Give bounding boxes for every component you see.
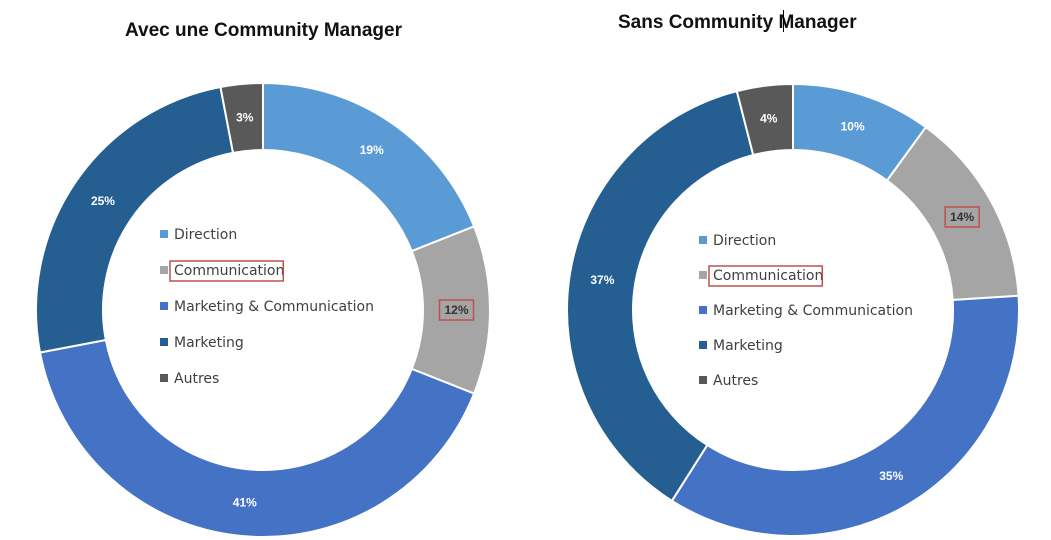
legend-item-autres: Autres	[174, 371, 219, 387]
slice-marketing-and-communication	[670, 294, 1020, 537]
legend-item-marketing-and-communication: Marketing & Communication	[713, 303, 913, 319]
legend-item-marketing: Marketing	[174, 335, 244, 351]
text-cursor	[783, 10, 784, 32]
highlight-box	[438, 299, 475, 321]
slice-label-direction: 10%	[841, 119, 865, 133]
slice-marketing	[35, 85, 235, 354]
legend-swatch-marketing-and-communication	[699, 306, 707, 314]
slice-label-communication: 12%	[444, 303, 468, 317]
legend-highlight-box	[169, 260, 285, 282]
slice-label-communication: 14%	[950, 210, 974, 224]
highlight-box	[944, 206, 980, 228]
legend-item-direction: Direction	[174, 227, 237, 243]
slice-autres	[735, 82, 794, 157]
legend-swatch-direction	[699, 236, 707, 244]
slice-label-marketing: 37%	[590, 273, 614, 287]
slice-marketing	[566, 89, 755, 503]
legend-swatch-autres	[699, 376, 707, 384]
legend-swatch-marketing-and-communication	[160, 302, 168, 310]
legend-swatch-communication	[160, 266, 168, 274]
slice-label-marketing-and-communication: 35%	[879, 469, 903, 483]
legend-swatch-autres	[160, 374, 168, 382]
slice-label-marketing-and-communication: 41%	[233, 496, 257, 510]
slice-label-autres: 3%	[236, 110, 254, 124]
slice-label-direction: 19%	[360, 143, 384, 157]
legend-swatch-communication	[699, 271, 707, 279]
slice-marketing-and-communication	[38, 338, 476, 538]
chart-title-right: Sans Community Manager	[618, 12, 857, 33]
legend-swatch-direction	[160, 230, 168, 238]
legend-item-autres: Autres	[713, 373, 758, 389]
slice-autres	[219, 81, 264, 155]
legend-item-marketing: Marketing	[713, 338, 783, 354]
legend-item-direction: Direction	[713, 233, 776, 249]
slice-label-autres: 4%	[760, 112, 778, 126]
legend-item-marketing-and-communication: Marketing & Communication	[174, 299, 374, 315]
legend-swatch-marketing	[699, 341, 707, 349]
legend-item-communication: Communication	[713, 268, 823, 284]
slice-label-marketing: 25%	[91, 194, 115, 208]
legend-item-communication: Communication	[174, 263, 284, 279]
chart-title-left: Avec une Community Manager	[125, 20, 402, 41]
legend-swatch-marketing	[160, 338, 168, 346]
legend-highlight-box	[708, 265, 824, 287]
